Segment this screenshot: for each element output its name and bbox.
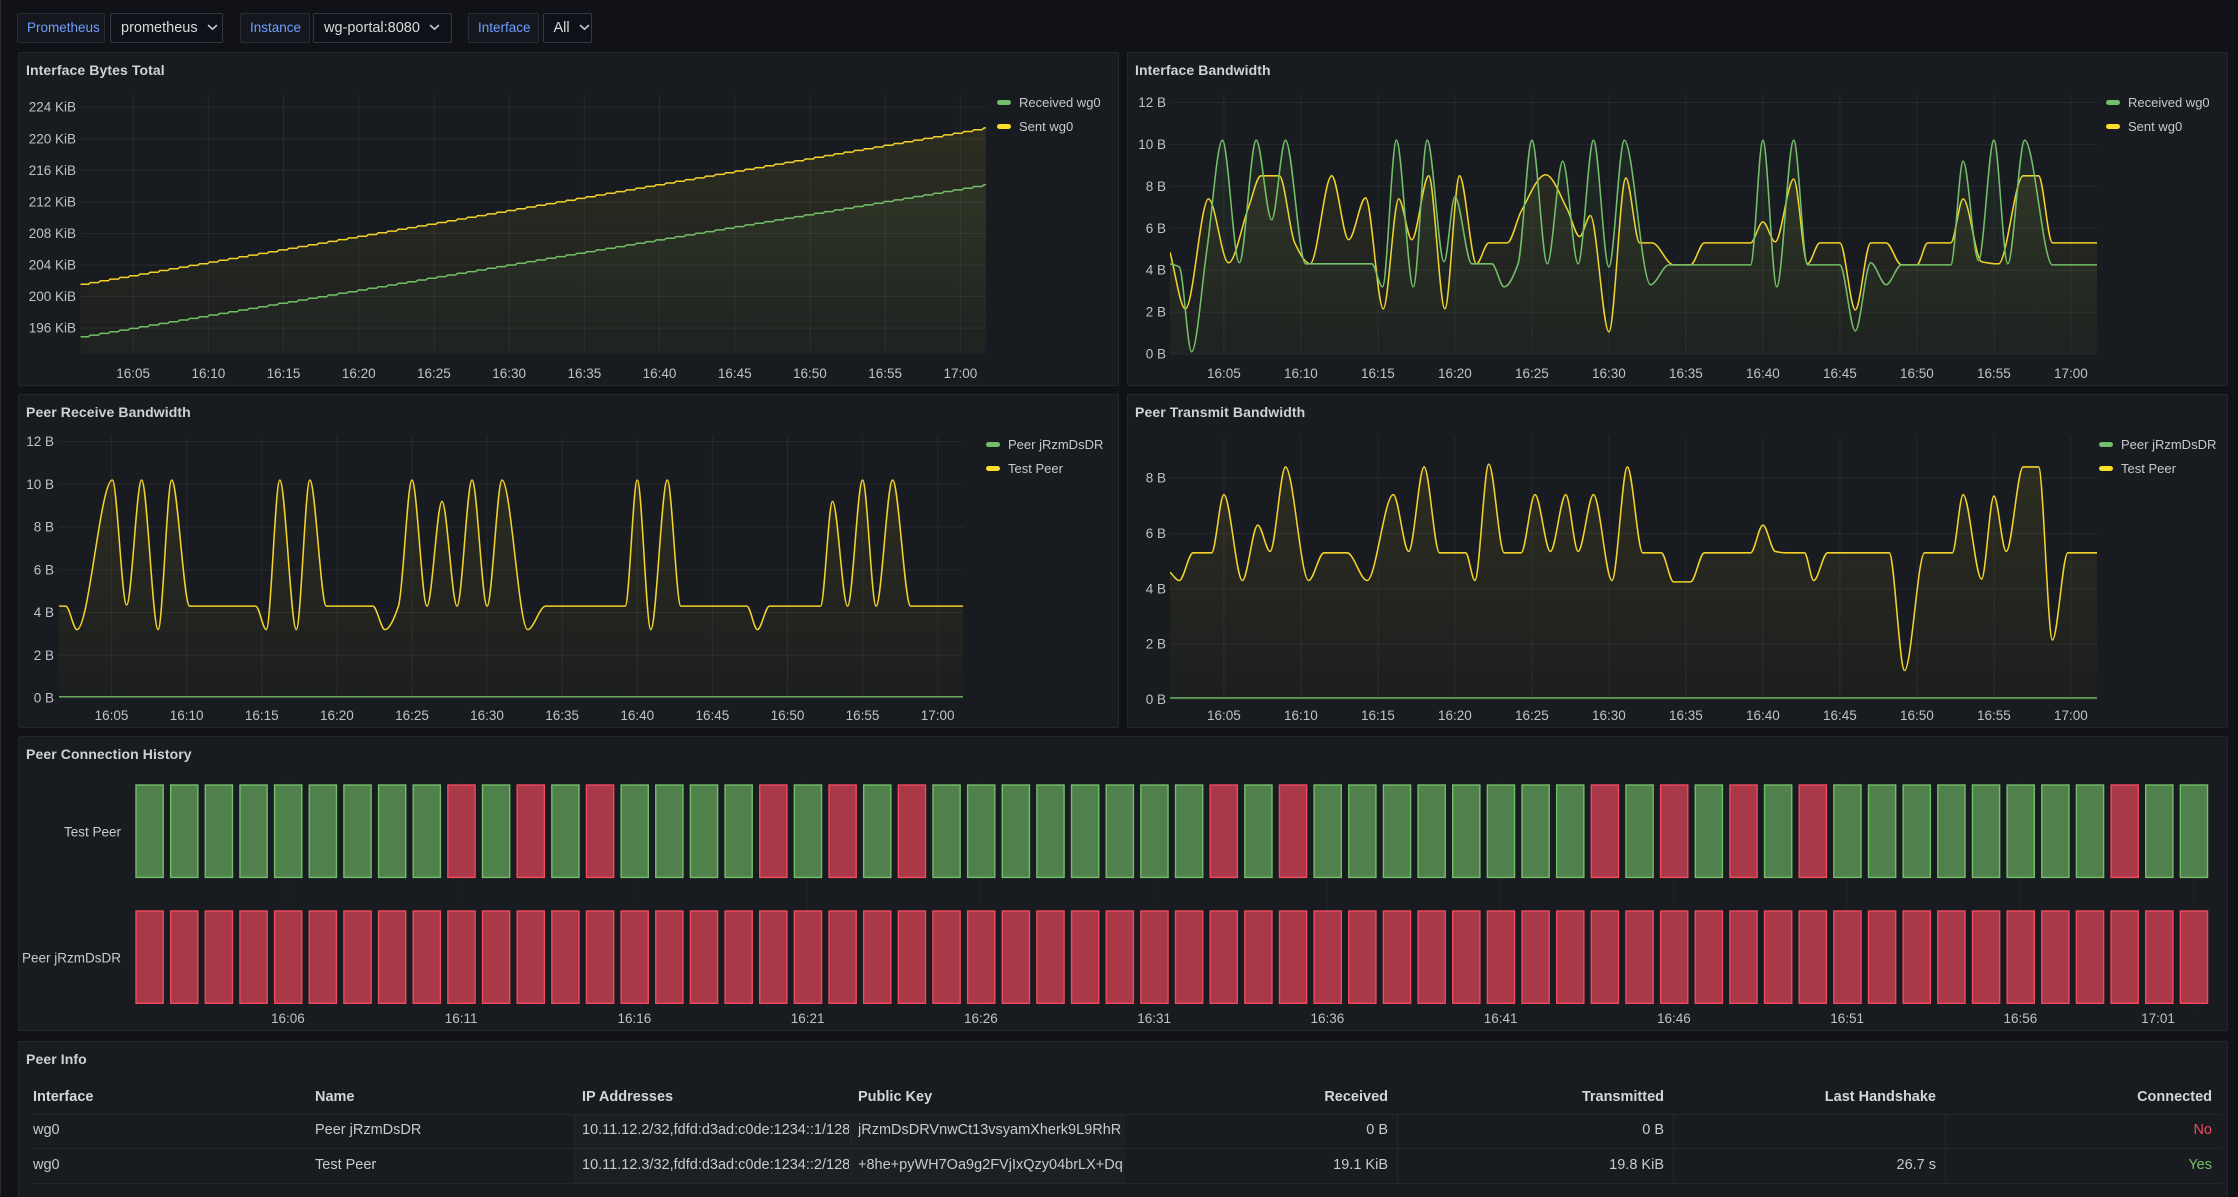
svg-text:10 B: 10 B	[26, 477, 54, 492]
svg-text:2 B: 2 B	[1146, 637, 1166, 652]
svg-text:16:20: 16:20	[342, 366, 376, 381]
svg-text:2 B: 2 B	[1146, 305, 1166, 320]
svg-text:16:35: 16:35	[567, 366, 601, 381]
svg-text:16:36: 16:36	[1311, 1011, 1345, 1026]
svg-text:0 B: 0 B	[1146, 347, 1166, 362]
svg-text:16:45: 16:45	[1823, 366, 1857, 381]
svg-text:16:06: 16:06	[271, 1011, 305, 1026]
svg-text:16:41: 16:41	[1484, 1011, 1518, 1026]
svg-text:2 B: 2 B	[34, 648, 54, 663]
svg-text:204 KiB: 204 KiB	[29, 257, 76, 272]
svg-text:10 B: 10 B	[1138, 137, 1166, 152]
svg-text:16:31: 16:31	[1137, 1011, 1171, 1026]
svg-text:16:05: 16:05	[1207, 366, 1241, 381]
svg-text:16:10: 16:10	[191, 366, 225, 381]
svg-text:Test Peer: Test Peer	[64, 825, 122, 840]
svg-text:16:10: 16:10	[1284, 366, 1318, 381]
svg-text:16:50: 16:50	[1900, 708, 1934, 723]
svg-text:16:30: 16:30	[1592, 708, 1626, 723]
svg-text:16:40: 16:40	[1746, 708, 1780, 723]
svg-text:16:35: 16:35	[545, 708, 579, 723]
svg-text:16:20: 16:20	[1438, 708, 1472, 723]
svg-text:16:05: 16:05	[1207, 708, 1241, 723]
svg-text:4 B: 4 B	[1146, 263, 1166, 278]
svg-text:6 B: 6 B	[1146, 526, 1166, 541]
svg-text:16:20: 16:20	[320, 708, 354, 723]
svg-text:16:16: 16:16	[618, 1011, 652, 1026]
svg-text:16:05: 16:05	[95, 708, 129, 723]
svg-text:208 KiB: 208 KiB	[29, 226, 76, 241]
svg-text:8 B: 8 B	[1146, 471, 1166, 486]
svg-text:16:35: 16:35	[1669, 366, 1703, 381]
svg-text:16:45: 16:45	[1823, 708, 1857, 723]
svg-text:16:55: 16:55	[868, 366, 902, 381]
svg-text:196 KiB: 196 KiB	[29, 321, 76, 336]
svg-text:16:20: 16:20	[1438, 366, 1472, 381]
svg-text:16:40: 16:40	[643, 366, 677, 381]
svg-text:16:45: 16:45	[695, 708, 729, 723]
svg-text:8 B: 8 B	[34, 520, 54, 535]
svg-text:Peer jRzmDsDR: Peer jRzmDsDR	[22, 951, 121, 966]
svg-text:0 B: 0 B	[34, 691, 54, 706]
svg-text:16:11: 16:11	[445, 1011, 478, 1026]
svg-text:16:40: 16:40	[1746, 366, 1780, 381]
svg-text:4 B: 4 B	[1146, 581, 1166, 596]
svg-text:16:50: 16:50	[793, 366, 827, 381]
svg-text:16:46: 16:46	[1657, 1011, 1691, 1026]
svg-text:16:25: 16:25	[1515, 366, 1549, 381]
svg-text:16:15: 16:15	[267, 366, 301, 381]
svg-text:16:25: 16:25	[1515, 708, 1549, 723]
svg-text:16:21: 16:21	[791, 1011, 825, 1026]
svg-text:16:25: 16:25	[417, 366, 451, 381]
svg-text:16:15: 16:15	[1361, 366, 1395, 381]
svg-text:12 B: 12 B	[26, 434, 54, 449]
svg-text:16:25: 16:25	[395, 708, 429, 723]
svg-text:6 B: 6 B	[1146, 221, 1166, 236]
svg-text:224 KiB: 224 KiB	[29, 100, 76, 115]
svg-text:16:55: 16:55	[846, 708, 880, 723]
svg-text:16:10: 16:10	[1284, 708, 1318, 723]
svg-text:16:26: 16:26	[964, 1011, 998, 1026]
svg-text:4 B: 4 B	[34, 605, 54, 620]
svg-text:16:50: 16:50	[1900, 366, 1934, 381]
svg-text:220 KiB: 220 KiB	[29, 131, 76, 146]
svg-text:16:30: 16:30	[470, 708, 504, 723]
svg-text:16:55: 16:55	[1977, 366, 2011, 381]
svg-text:8 B: 8 B	[1146, 179, 1166, 194]
svg-text:16:55: 16:55	[1977, 708, 2011, 723]
svg-text:6 B: 6 B	[34, 562, 54, 577]
svg-text:16:10: 16:10	[170, 708, 204, 723]
svg-text:216 KiB: 216 KiB	[29, 163, 76, 178]
svg-text:212 KiB: 212 KiB	[29, 194, 76, 209]
svg-text:16:15: 16:15	[1361, 708, 1395, 723]
svg-text:16:30: 16:30	[492, 366, 526, 381]
svg-text:17:00: 17:00	[2054, 708, 2088, 723]
svg-text:17:00: 17:00	[2054, 366, 2088, 381]
svg-text:0 B: 0 B	[1146, 692, 1166, 707]
svg-text:16:05: 16:05	[116, 366, 150, 381]
svg-text:16:45: 16:45	[718, 366, 752, 381]
svg-text:200 KiB: 200 KiB	[29, 289, 76, 304]
svg-text:16:56: 16:56	[2004, 1011, 2038, 1026]
svg-text:12 B: 12 B	[1138, 95, 1166, 110]
svg-text:16:15: 16:15	[245, 708, 279, 723]
svg-text:16:30: 16:30	[1592, 366, 1626, 381]
svg-text:17:00: 17:00	[943, 366, 977, 381]
svg-text:17:00: 17:00	[921, 708, 955, 723]
svg-text:17:01: 17:01	[2141, 1011, 2175, 1026]
svg-text:16:51: 16:51	[1830, 1011, 1864, 1026]
svg-text:16:40: 16:40	[620, 708, 654, 723]
svg-text:16:50: 16:50	[771, 708, 805, 723]
svg-text:16:35: 16:35	[1669, 708, 1703, 723]
